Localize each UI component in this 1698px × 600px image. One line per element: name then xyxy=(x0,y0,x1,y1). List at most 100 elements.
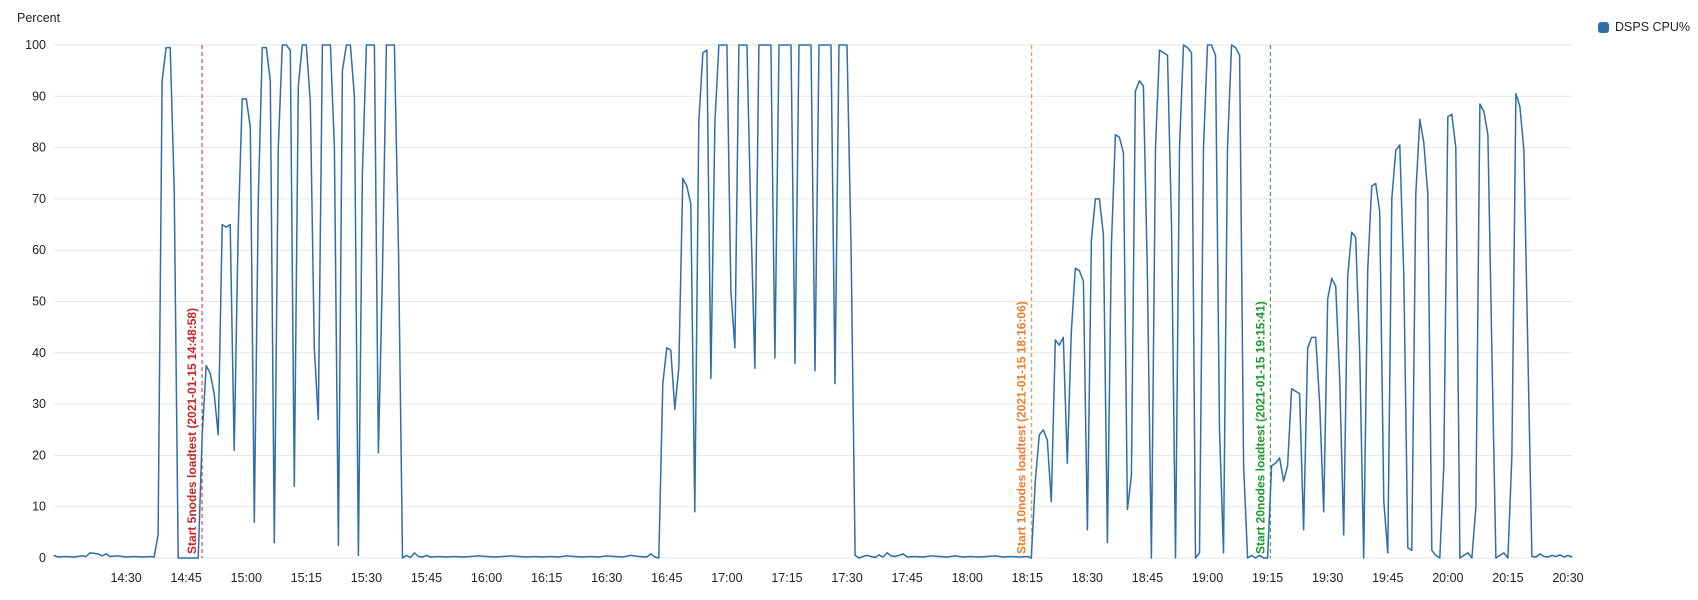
data-point xyxy=(1110,244,1112,246)
data-point xyxy=(189,557,191,559)
data-point xyxy=(1463,554,1465,557)
data-point xyxy=(846,44,848,46)
data-point xyxy=(281,44,283,46)
data-point xyxy=(417,555,420,558)
data-point xyxy=(878,554,880,556)
data-point xyxy=(1214,54,1217,56)
data-point xyxy=(65,555,67,558)
x-tick-label: 19:00 xyxy=(1192,571,1223,585)
data-point xyxy=(1166,54,1169,56)
data-point xyxy=(1571,556,1573,558)
y-axis-unit-label: Percent xyxy=(17,11,61,25)
data-point xyxy=(445,556,448,558)
data-point xyxy=(253,521,255,523)
data-point xyxy=(1359,352,1361,354)
data-point xyxy=(1367,270,1369,272)
data-point xyxy=(630,554,632,557)
data-point xyxy=(526,556,528,558)
data-point xyxy=(329,44,331,46)
data-point xyxy=(1551,554,1553,557)
data-point xyxy=(1447,116,1449,118)
data-point xyxy=(746,44,748,46)
data-point xyxy=(185,557,187,559)
data-point xyxy=(1082,280,1084,282)
data-point xyxy=(117,555,119,557)
data-point xyxy=(1327,298,1329,300)
data-point xyxy=(850,249,852,251)
data-point xyxy=(1307,347,1309,349)
data-point xyxy=(1515,93,1517,95)
x-tick-label: 16:15 xyxy=(531,571,562,585)
data-point xyxy=(1483,111,1485,113)
data-point xyxy=(870,555,872,558)
data-point xyxy=(1138,80,1140,82)
data-point xyxy=(161,80,163,82)
data-point xyxy=(590,555,592,558)
data-point xyxy=(1046,439,1048,441)
data-point xyxy=(325,44,327,46)
data-point xyxy=(381,275,383,277)
data-point xyxy=(1383,501,1385,503)
data-point xyxy=(313,347,315,349)
data-point xyxy=(930,555,932,557)
data-point xyxy=(606,555,608,557)
x-tick-label: 15:30 xyxy=(351,571,382,585)
y-tick-label: 100 xyxy=(25,38,46,52)
data-point xyxy=(365,44,367,46)
data-point xyxy=(1058,344,1060,346)
data-point xyxy=(978,556,980,558)
data-point xyxy=(650,553,652,555)
x-tick-label: 18:30 xyxy=(1072,571,1103,585)
data-point xyxy=(518,555,520,558)
data-point xyxy=(153,556,155,558)
data-point xyxy=(1335,285,1337,287)
data-point xyxy=(874,556,876,559)
data-point xyxy=(766,44,768,46)
data-point xyxy=(854,554,856,557)
data-point xyxy=(1086,529,1088,531)
data-point xyxy=(261,47,263,49)
x-tick-label: 17:15 xyxy=(771,571,802,585)
data-point xyxy=(646,556,648,558)
data-point xyxy=(1042,429,1044,431)
data-point xyxy=(1202,147,1205,149)
annotation-label: Start 20nodes loadtest (2021-01-15 19:15… xyxy=(1253,301,1267,554)
data-point xyxy=(1222,552,1225,554)
data-point xyxy=(1503,552,1505,554)
data-point xyxy=(201,434,203,436)
data-point xyxy=(297,85,299,87)
data-point xyxy=(305,44,307,46)
data-point xyxy=(429,556,432,558)
legend-item-dsps-cpu[interactable]: DSPS CPU% xyxy=(1598,20,1690,34)
data-point xyxy=(357,554,359,557)
data-point xyxy=(1467,552,1469,554)
data-point xyxy=(1010,555,1012,558)
y-tick-label: 20 xyxy=(32,448,46,462)
data-point xyxy=(986,555,988,558)
x-tick-label: 15:00 xyxy=(231,571,262,585)
legend-label: DSPS CPU% xyxy=(1615,20,1691,34)
x-tick-label: 20:30 xyxy=(1552,571,1583,585)
data-point xyxy=(1235,47,1237,49)
data-point xyxy=(738,44,740,46)
data-point xyxy=(1395,149,1397,151)
data-point xyxy=(425,554,428,557)
data-point xyxy=(293,485,295,487)
data-point xyxy=(301,44,303,46)
y-tick-label: 60 xyxy=(32,243,46,257)
data-point xyxy=(830,44,832,46)
data-point xyxy=(654,556,656,558)
legend-swatch xyxy=(1598,21,1609,33)
data-point xyxy=(898,554,900,557)
data-point xyxy=(1066,462,1068,464)
data-point xyxy=(818,44,820,46)
x-axis-ticks: 14:30 14:45 15:00 15:15 15:30 15:45 16:00 16:15… xyxy=(110,571,1583,585)
data-point xyxy=(1387,552,1389,554)
data-point xyxy=(786,44,788,46)
data-point xyxy=(486,555,488,558)
series-layer xyxy=(53,44,1573,559)
data-point xyxy=(265,47,267,49)
data-point xyxy=(858,557,860,559)
data-point xyxy=(938,555,940,558)
